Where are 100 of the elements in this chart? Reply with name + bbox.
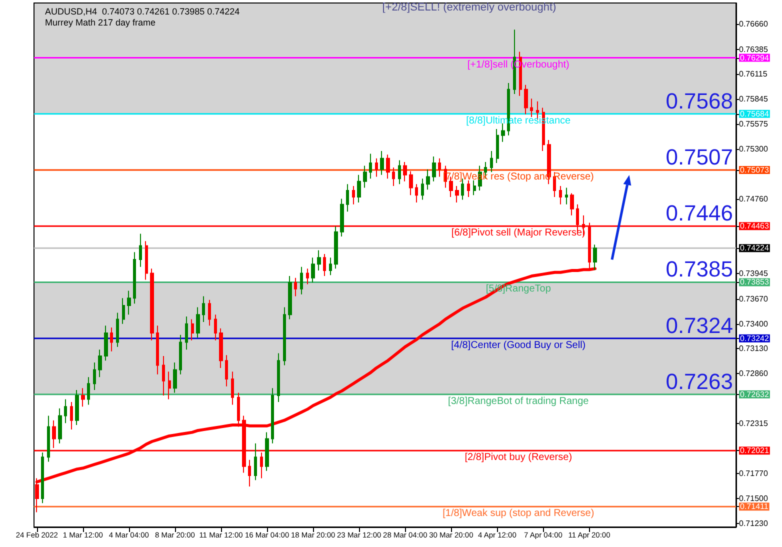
candlestick: [565, 187, 568, 205]
candlestick: [352, 185, 355, 205]
y-tick-label: 0.75684: [740, 109, 770, 118]
y-tick-label: 0.73670: [739, 294, 768, 304]
candlestick: [75, 390, 79, 426]
candlestick: [329, 257, 332, 276]
candlestick: [334, 226, 338, 270]
y-tick-label: 0.76294: [740, 53, 770, 62]
y-tick-label: 0.74463: [740, 222, 770, 231]
candlestick: [110, 327, 113, 352]
candlestick: [104, 325, 108, 362]
candlestick: [277, 352, 280, 402]
candlestick: [490, 150, 493, 173]
candlestick: [52, 420, 56, 448]
candlestick: [185, 316, 188, 350]
candlestick: [357, 174, 361, 203]
candlestick: [237, 392, 240, 428]
candlestick: [455, 185, 459, 203]
candlestick: [559, 185, 562, 205]
candlestick: [438, 158, 441, 178]
annotation: 0.7507: [666, 144, 733, 170]
candlestick: [524, 84, 528, 115]
y-tick-label: 0.74760: [739, 194, 768, 204]
y-tick-label: 0.75300: [739, 144, 768, 154]
y-tick-label: 0.76660: [739, 20, 768, 29]
candlestick: [593, 244, 597, 271]
candlestick: [570, 192, 574, 216]
candlestick: [98, 349, 102, 378]
y-tick-label: 0.74224: [740, 244, 770, 253]
y-tick-label: 0.76385: [739, 44, 768, 54]
annotation: 0.7568: [666, 88, 733, 114]
y-tick-label: 0.71411: [740, 502, 769, 512]
ref-line-label: [4/8]Center (Good Buy or Sell): [451, 340, 586, 351]
candlestick: [271, 388, 274, 444]
y-tick-label: 0.73242: [740, 334, 770, 343]
y-tick-label: 0.73400: [739, 319, 768, 328]
candlestick: [133, 252, 136, 304]
candlestick: [369, 153, 372, 180]
candlestick: [139, 233, 142, 268]
candlestick: [87, 376, 90, 406]
candlestick: [306, 268, 309, 285]
candlestick: [415, 184, 418, 203]
candlestick: [145, 240, 148, 280]
candlestick: [231, 371, 234, 406]
y-tick-label: 0.75845: [739, 94, 768, 104]
candlestick: [225, 354, 228, 387]
y-tick-label: 0.75073: [740, 166, 770, 175]
candlestick: [191, 318, 194, 341]
chart-title: AUDUSD,H4 0.74073 0.74261 0.73985 0.74224: [45, 6, 240, 16]
y-tick-label: 0.72632: [740, 390, 770, 399]
candlestick: [70, 401, 73, 430]
candlestick: [254, 442, 257, 481]
text: Murrey Math 217 day frame: [45, 18, 156, 28]
annotation: [+2/8]SELL! (extremely overbought): [382, 2, 556, 14]
candlestick: [156, 325, 159, 375]
candlestick: [122, 298, 125, 324]
annotation: 0.7385: [666, 256, 733, 282]
candlestick: [265, 432, 269, 472]
candlestick: [375, 158, 378, 178]
y-tick-label: 0.73130: [739, 344, 768, 354]
candlestick: [47, 415, 50, 462]
candlestick: [409, 170, 413, 196]
y-tick-label: 0.71230: [739, 518, 768, 528]
y-tick-label: 0.72860: [739, 368, 768, 378]
candlestick: [116, 312, 119, 348]
candlestick: [81, 388, 85, 408]
candlestick: [208, 299, 211, 326]
candlestick: [41, 452, 44, 504]
candlestick: [380, 150, 384, 176]
candlestick: [496, 128, 499, 164]
annotation: 0.7446: [666, 200, 733, 226]
candlestick: [219, 328, 223, 368]
y-tick-label: 0.73853: [740, 278, 770, 287]
candlestick: [93, 362, 96, 391]
candlestick: [311, 257, 315, 283]
candlestick: [294, 277, 297, 297]
candlestick: [323, 253, 326, 277]
candlestick: [214, 314, 217, 341]
candlestick: [64, 398, 67, 424]
candlestick: [168, 371, 171, 400]
candlestick: [196, 306, 200, 338]
candlestick: [173, 362, 177, 394]
y-tick-label: 0.75575: [739, 119, 768, 128]
y-tick-label: 0.71500: [739, 494, 768, 503]
candlestick: [127, 290, 131, 316]
candlestick: [288, 276, 292, 320]
candlestick: [202, 296, 205, 322]
ref-line-label: [1/8]Weak sup (stop and Reverse): [442, 508, 594, 520]
annotation: 0.7324: [666, 312, 733, 338]
y-tick-label: 0.73945: [739, 269, 768, 278]
candlestick: [398, 160, 401, 185]
ref-line-label: [3/8]RangeBot of trading Range: [448, 396, 590, 407]
candlestick: [340, 198, 344, 237]
y-tick-label: 0.71770: [739, 469, 768, 478]
candlestick: [363, 165, 367, 188]
candlestick: [58, 408, 62, 444]
candlestick: [248, 459, 251, 488]
y-tick-label: 0.72315: [739, 419, 768, 428]
candlestick: [162, 356, 165, 396]
annotation: 0.7263: [666, 368, 733, 394]
